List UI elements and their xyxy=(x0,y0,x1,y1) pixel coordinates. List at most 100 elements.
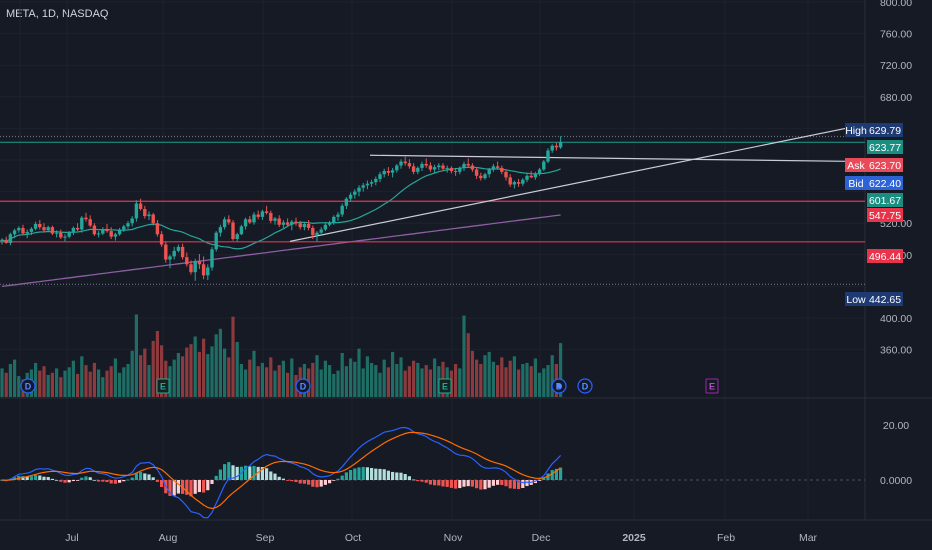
volume-bar xyxy=(223,348,227,397)
volume-bar xyxy=(143,348,147,397)
volume-bar xyxy=(479,364,483,397)
macd-histogram-bar xyxy=(92,479,96,481)
volume-bar xyxy=(231,316,235,397)
candle-body xyxy=(403,161,407,164)
candle-body xyxy=(248,219,252,223)
candle-body xyxy=(466,163,470,166)
candle-body xyxy=(197,261,202,265)
macd-histogram-bar xyxy=(521,480,525,488)
candle-body xyxy=(487,169,491,175)
macd-histogram-bar xyxy=(428,480,432,485)
candle-body xyxy=(319,229,323,233)
volume-bar xyxy=(311,362,315,397)
macd-histogram-bar xyxy=(496,480,500,485)
volume-bar xyxy=(80,356,84,397)
volume-bar xyxy=(218,328,222,397)
macd-histogram-bar xyxy=(344,472,348,480)
earnings-marker[interactable]: E xyxy=(438,378,452,394)
macd-histogram-bar xyxy=(277,476,281,480)
candle-body xyxy=(235,234,239,239)
candle-body xyxy=(134,203,139,219)
macd-histogram-bar xyxy=(227,462,231,480)
price-label-box xyxy=(867,292,903,306)
volume-bar xyxy=(433,358,437,397)
macd-tick-label: 0.0000 xyxy=(880,475,912,487)
price-label-box xyxy=(867,140,903,154)
candle-body xyxy=(46,227,50,231)
volume-bar xyxy=(328,365,332,397)
price-tick-label: 720.00 xyxy=(880,60,912,72)
macd-histogram-bar xyxy=(378,468,382,480)
candle-body xyxy=(147,214,151,217)
candle-body xyxy=(458,167,462,172)
macd-histogram-bar xyxy=(433,480,437,486)
candle-body xyxy=(525,175,529,180)
macd-histogram-bar xyxy=(441,480,445,487)
dividend-marker[interactable]: D xyxy=(577,378,593,394)
candle-body xyxy=(155,223,160,235)
candle-body xyxy=(298,223,302,228)
price-label: 623.77 xyxy=(867,140,903,154)
volume-bar xyxy=(155,331,159,397)
candle-body xyxy=(38,223,42,228)
candle-body xyxy=(290,221,294,225)
candle-body xyxy=(390,170,395,173)
volume-bar xyxy=(4,372,8,397)
volume-bar xyxy=(113,358,117,397)
macd-histogram-bar xyxy=(323,480,327,485)
macd-histogram-bar xyxy=(449,480,453,488)
candle-body xyxy=(500,167,504,172)
volume-bar xyxy=(176,353,180,397)
macd-histogram-bar xyxy=(374,468,378,480)
candle-body xyxy=(537,169,542,174)
candle-body xyxy=(344,198,349,206)
volume-bar xyxy=(126,364,130,397)
macd-histogram-bar xyxy=(189,480,193,497)
candle-body xyxy=(4,239,8,243)
volume-bar xyxy=(244,369,248,397)
macd-histogram-bar xyxy=(500,480,504,485)
volume-bar xyxy=(105,370,109,397)
volume-bar xyxy=(63,370,67,397)
macd-histogram-bar xyxy=(155,480,159,482)
time-tick-label: 2025 xyxy=(622,532,646,544)
macd-histogram-bar xyxy=(273,473,277,480)
volume-bar xyxy=(336,370,340,397)
dividend-marker[interactable]: D xyxy=(295,378,311,394)
candle-body xyxy=(210,249,214,268)
candle-body xyxy=(130,218,134,224)
price-label-value: 623.70 xyxy=(869,160,901,172)
volume-bar xyxy=(84,365,88,397)
macd-histogram-bar xyxy=(349,469,353,480)
event-letter: E xyxy=(442,382,448,392)
volume-bar xyxy=(252,350,256,397)
price-label-box xyxy=(867,123,903,137)
earnings-box xyxy=(705,378,719,394)
volume-bar xyxy=(46,375,50,397)
earnings-marker[interactable]: E xyxy=(705,378,719,394)
candle-body xyxy=(54,232,59,234)
macd-histogram-bar xyxy=(491,480,495,486)
volume-bar xyxy=(546,365,550,397)
candle-body xyxy=(25,231,29,234)
volume-bar xyxy=(395,364,399,397)
candle-body xyxy=(117,229,122,235)
dividend-marker[interactable]: D xyxy=(20,378,36,394)
volume-bar xyxy=(500,357,504,397)
volume-bar xyxy=(130,350,134,397)
macd-histogram-bar xyxy=(206,480,210,491)
macd-histogram-bar xyxy=(407,476,411,480)
candle-body xyxy=(84,217,88,220)
macd-histogram-bar xyxy=(458,480,462,489)
volume-bars xyxy=(0,314,563,397)
candle-body xyxy=(357,187,361,192)
candle-body xyxy=(311,227,315,236)
price-label: 623.70 Ask xyxy=(845,158,903,172)
volume-bar xyxy=(265,367,269,397)
volume-bar xyxy=(420,368,424,397)
time-tick-label: Oct xyxy=(345,532,361,544)
earnings-marker[interactable]: E xyxy=(156,378,170,394)
volume-bar xyxy=(13,359,17,397)
